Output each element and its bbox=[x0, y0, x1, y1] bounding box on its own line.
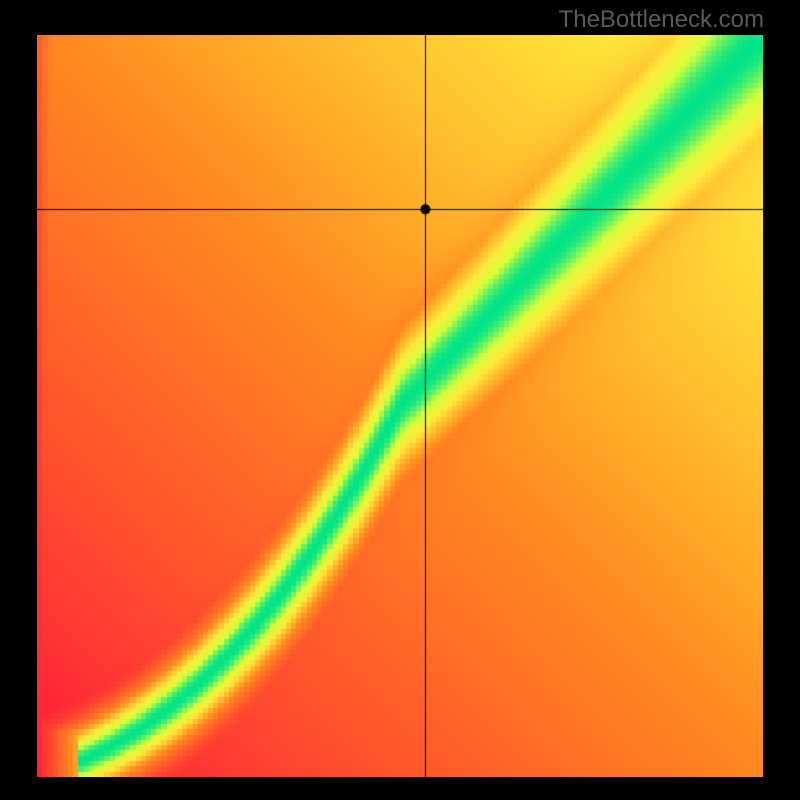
chart-container: TheBottleneck.com bbox=[0, 0, 800, 800]
watermark-text: TheBottleneck.com bbox=[559, 6, 764, 34]
bottleneck-heatmap bbox=[37, 35, 763, 777]
